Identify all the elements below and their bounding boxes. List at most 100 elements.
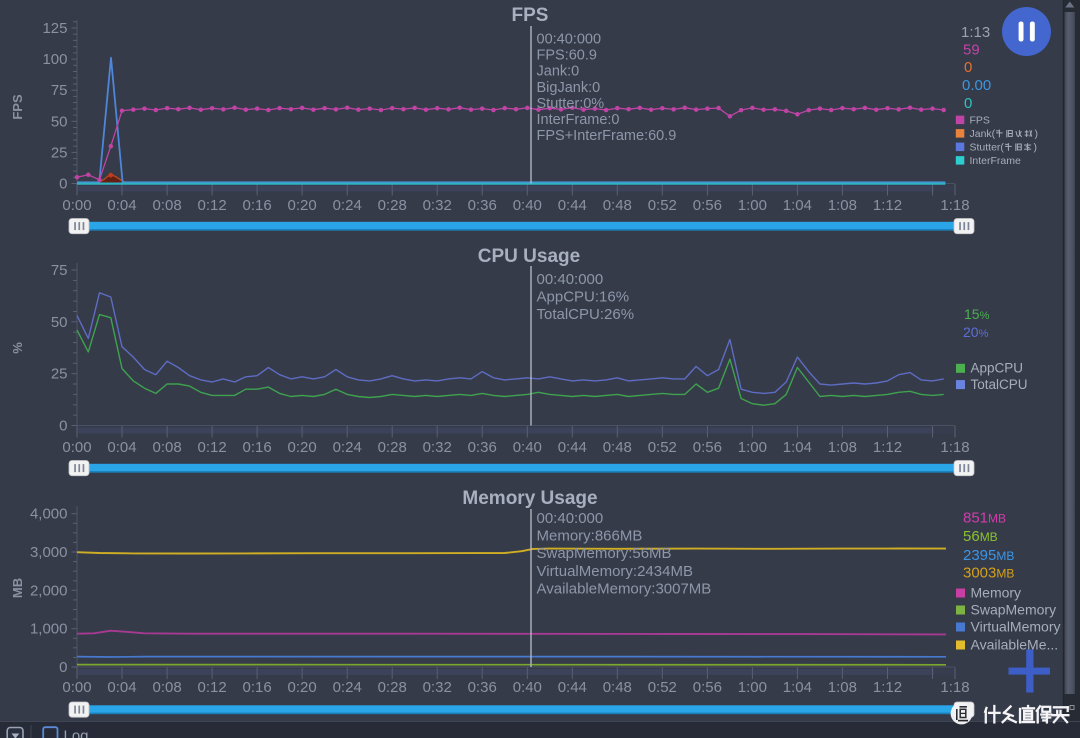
svg-text:00:40:000: 00:40:000 bbox=[537, 271, 604, 288]
svg-text:InterFrame: InterFrame bbox=[970, 155, 1022, 167]
svg-text:1:13: 1:13 bbox=[961, 24, 990, 41]
svg-text:0:08: 0:08 bbox=[152, 197, 181, 214]
svg-text:BigJank:0: BigJank:0 bbox=[537, 80, 601, 96]
svg-text:25: 25 bbox=[51, 366, 68, 383]
svg-text:0:36: 0:36 bbox=[468, 679, 497, 696]
svg-text:0:04: 0:04 bbox=[107, 197, 136, 214]
svg-text:25: 25 bbox=[51, 144, 68, 161]
svg-text:0:52: 0:52 bbox=[648, 439, 677, 456]
svg-text:50: 50 bbox=[51, 314, 68, 331]
svg-text:Memory: Memory bbox=[971, 585, 1022, 601]
svg-text:FPS:60.9: FPS:60.9 bbox=[537, 48, 597, 64]
svg-text:FPS: FPS bbox=[512, 5, 549, 26]
svg-text:0:20: 0:20 bbox=[287, 679, 316, 696]
svg-text:0:36: 0:36 bbox=[468, 197, 497, 214]
svg-text:FPS: FPS bbox=[10, 94, 25, 120]
svg-text:Stutter:0%: Stutter:0% bbox=[537, 96, 605, 112]
svg-text:0:00: 0:00 bbox=[62, 679, 91, 696]
svg-text:1:12: 1:12 bbox=[873, 439, 902, 456]
svg-text:125: 125 bbox=[42, 20, 67, 37]
svg-text:Log: Log bbox=[64, 728, 89, 738]
svg-text:0:28: 0:28 bbox=[378, 197, 407, 214]
svg-text:1:00: 1:00 bbox=[738, 197, 767, 214]
svg-text:0:16: 0:16 bbox=[242, 197, 271, 214]
svg-text:00:40:000: 00:40:000 bbox=[537, 32, 602, 48]
svg-text:%: % bbox=[10, 342, 25, 354]
svg-text:2395MB: 2395MB bbox=[963, 547, 1014, 564]
svg-text:75: 75 bbox=[51, 82, 68, 99]
svg-text:0:12: 0:12 bbox=[197, 197, 226, 214]
svg-text:0:28: 0:28 bbox=[378, 439, 407, 456]
svg-text:Jank(: Jank( bbox=[970, 128, 996, 140]
svg-text:0:08: 0:08 bbox=[152, 679, 181, 696]
svg-text:MB: MB bbox=[10, 578, 25, 598]
svg-text:1:18: 1:18 bbox=[940, 679, 969, 696]
svg-text:0:04: 0:04 bbox=[107, 439, 136, 456]
svg-text:4,000: 4,000 bbox=[30, 506, 68, 523]
svg-text:SwapMemory:56MB: SwapMemory:56MB bbox=[537, 545, 672, 562]
svg-text:TotalCPU:26%: TotalCPU:26% bbox=[537, 306, 635, 323]
svg-text:1,000: 1,000 bbox=[30, 621, 68, 638]
svg-text:CPU Usage: CPU Usage bbox=[478, 246, 580, 267]
svg-text:): ) bbox=[1035, 128, 1039, 140]
svg-text:3,000: 3,000 bbox=[30, 544, 68, 561]
svg-text:Stutter(: Stutter( bbox=[970, 142, 1005, 154]
svg-text:1:04: 1:04 bbox=[783, 197, 812, 214]
svg-text:15%: 15% bbox=[964, 306, 990, 322]
svg-text:Jank:0: Jank:0 bbox=[537, 64, 580, 80]
svg-text:3003MB: 3003MB bbox=[963, 565, 1014, 582]
svg-text:100: 100 bbox=[42, 51, 67, 68]
svg-text:0:32: 0:32 bbox=[423, 439, 452, 456]
svg-text:TotalCPU: TotalCPU bbox=[971, 377, 1028, 392]
svg-text:0:48: 0:48 bbox=[603, 439, 632, 456]
svg-text:851MB: 851MB bbox=[963, 510, 1006, 527]
svg-text:AppCPU: AppCPU bbox=[971, 361, 1024, 376]
svg-text:1:08: 1:08 bbox=[828, 679, 857, 696]
svg-text:0: 0 bbox=[964, 95, 972, 112]
svg-text:2,000: 2,000 bbox=[30, 582, 68, 599]
svg-text:FPS: FPS bbox=[970, 115, 990, 127]
svg-text:FPS+InterFrame:60.9: FPS+InterFrame:60.9 bbox=[537, 128, 677, 144]
svg-text:1:12: 1:12 bbox=[873, 197, 902, 214]
svg-text:0:48: 0:48 bbox=[603, 197, 632, 214]
svg-text:0: 0 bbox=[59, 418, 67, 435]
svg-text:0:32: 0:32 bbox=[423, 197, 452, 214]
svg-text:1:08: 1:08 bbox=[828, 197, 857, 214]
svg-text:Memory Usage: Memory Usage bbox=[462, 488, 597, 509]
svg-text:50: 50 bbox=[51, 113, 68, 130]
svg-text:0:44: 0:44 bbox=[558, 197, 587, 214]
svg-text:0:28: 0:28 bbox=[378, 679, 407, 696]
svg-text:0:44: 0:44 bbox=[558, 439, 587, 456]
svg-text:0:32: 0:32 bbox=[423, 679, 452, 696]
svg-text:1:00: 1:00 bbox=[738, 439, 767, 456]
svg-text:0:56: 0:56 bbox=[693, 679, 722, 696]
svg-text:SwapMemory: SwapMemory bbox=[971, 602, 1057, 618]
svg-text:1:04: 1:04 bbox=[783, 439, 812, 456]
svg-text:1:08: 1:08 bbox=[828, 439, 857, 456]
svg-text:0:56: 0:56 bbox=[693, 439, 722, 456]
svg-text:75: 75 bbox=[51, 262, 68, 279]
svg-text:Memory:866MB: Memory:866MB bbox=[537, 528, 643, 545]
svg-text:0:48: 0:48 bbox=[603, 679, 632, 696]
svg-text:0: 0 bbox=[59, 659, 67, 676]
svg-text:0:00: 0:00 bbox=[62, 197, 91, 214]
svg-text:0.00: 0.00 bbox=[962, 77, 991, 94]
svg-text:AvailableMemory:3007MB: AvailableMemory:3007MB bbox=[537, 580, 712, 597]
svg-text:0:24: 0:24 bbox=[333, 679, 362, 696]
svg-text:0: 0 bbox=[964, 59, 972, 76]
svg-text:0:40: 0:40 bbox=[513, 197, 542, 214]
svg-text:0:36: 0:36 bbox=[468, 439, 497, 456]
svg-text:AvailableMe...: AvailableMe... bbox=[971, 637, 1059, 653]
svg-text:0:44: 0:44 bbox=[558, 679, 587, 696]
svg-text:0:12: 0:12 bbox=[197, 679, 226, 696]
svg-text:1:04: 1:04 bbox=[783, 679, 812, 696]
svg-text:InterFrame:0: InterFrame:0 bbox=[537, 112, 620, 128]
svg-text:0:00: 0:00 bbox=[62, 439, 91, 456]
svg-text:0:40: 0:40 bbox=[513, 679, 542, 696]
svg-text:0:40: 0:40 bbox=[513, 439, 542, 456]
svg-text:1:18: 1:18 bbox=[940, 439, 969, 456]
svg-text:AppCPU:16%: AppCPU:16% bbox=[537, 289, 630, 306]
svg-text:0:16: 0:16 bbox=[242, 679, 271, 696]
svg-text:0:12: 0:12 bbox=[197, 439, 226, 456]
svg-text:1:18: 1:18 bbox=[940, 197, 969, 214]
